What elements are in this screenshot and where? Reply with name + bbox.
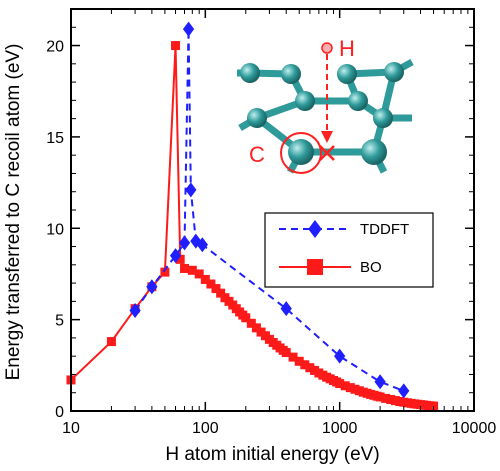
trajectory-arrowhead [321,131,333,143]
tddft-point [280,301,292,317]
tddft-point [146,279,158,295]
tddft-point [169,248,182,264]
bo-point [294,356,304,366]
inset-label-c: C [249,142,265,167]
carbon-atom [281,64,301,84]
bo-point [288,352,298,362]
tddft-point [196,237,208,253]
bo-point [160,267,170,277]
series-line-tddft [134,29,405,392]
y-tick-label: 10 [46,221,64,238]
bo-point [206,279,216,289]
y-axis-label: Energy transferred to C recoil atom (eV) [3,44,24,381]
legend-marker-tddft [308,220,322,238]
bo-point [251,323,261,333]
x-tick-label: 10000 [452,420,497,437]
recoil-atom-circle [280,132,322,174]
carbon-atom [288,139,314,165]
bo-point [300,360,310,370]
carbon-atom [337,64,357,84]
y-tick-label: 20 [46,39,64,56]
bo-point [200,274,210,284]
tddft-point [185,182,197,198]
carbon-atom [247,108,267,128]
impact-x-mark [319,145,335,161]
carbon-atom [348,91,368,111]
bo-point [381,393,391,403]
tddft-point [334,348,346,364]
bo-point [345,383,355,393]
bo-point [175,254,185,264]
carbon-atom [373,108,393,128]
bo-point [340,381,350,391]
bo-point [187,265,197,275]
y-tick-label: 5 [55,313,64,330]
bo-point [211,284,221,294]
bo-point [171,41,181,51]
carbon-atom [384,62,404,82]
tddft-point [182,21,195,37]
bo-point [305,363,315,373]
bo-point [241,313,251,323]
x-axis-label: H atom initial energy (eV) [165,444,379,465]
carbon-atom [295,91,315,111]
y-tick-label: 15 [46,130,64,147]
bo-point [375,392,385,402]
series-layer [66,21,439,411]
bo-point [386,394,396,404]
bo-point [106,337,116,347]
bo-point [216,288,226,298]
tddft-point [398,383,410,399]
legend: TDDFT BO [264,212,434,288]
bo-point [246,318,256,328]
carbon-atom [240,63,260,83]
tddft-point [129,303,141,318]
x-tick-label: 1000 [322,420,358,437]
axis-ticks: 10 100 1000 10000 0 5 10 15 20 [46,9,496,437]
plot-frame [70,8,475,412]
y-tick-label: 0 [55,404,64,421]
x-tick-label: 100 [192,420,219,437]
bo-point [335,379,345,389]
tddft-point [178,235,191,251]
carbon-atom [361,139,387,165]
bo-point [281,348,291,358]
legend-box [264,212,434,288]
tddft-point [374,374,386,390]
bo-point [194,269,204,279]
bo-point [180,263,190,273]
x-tick-label: 10 [62,420,80,437]
graphene-inset: HC [237,36,414,174]
legend-marker-bo [307,259,323,275]
inset-label-h: H [339,36,355,61]
hydrogen-atom [321,42,333,54]
legend-label-bo: BO [360,259,382,276]
legend-label-tddft: TDDFT [360,221,409,238]
